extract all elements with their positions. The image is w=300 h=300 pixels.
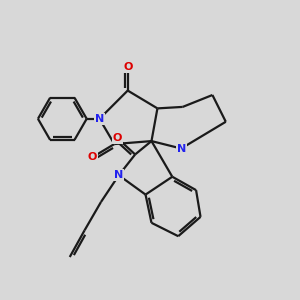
Text: N: N (177, 143, 186, 154)
Text: O: O (112, 133, 122, 143)
Text: O: O (123, 62, 132, 72)
Text: N: N (95, 114, 104, 124)
Text: O: O (87, 152, 97, 162)
Text: N: N (114, 170, 123, 180)
